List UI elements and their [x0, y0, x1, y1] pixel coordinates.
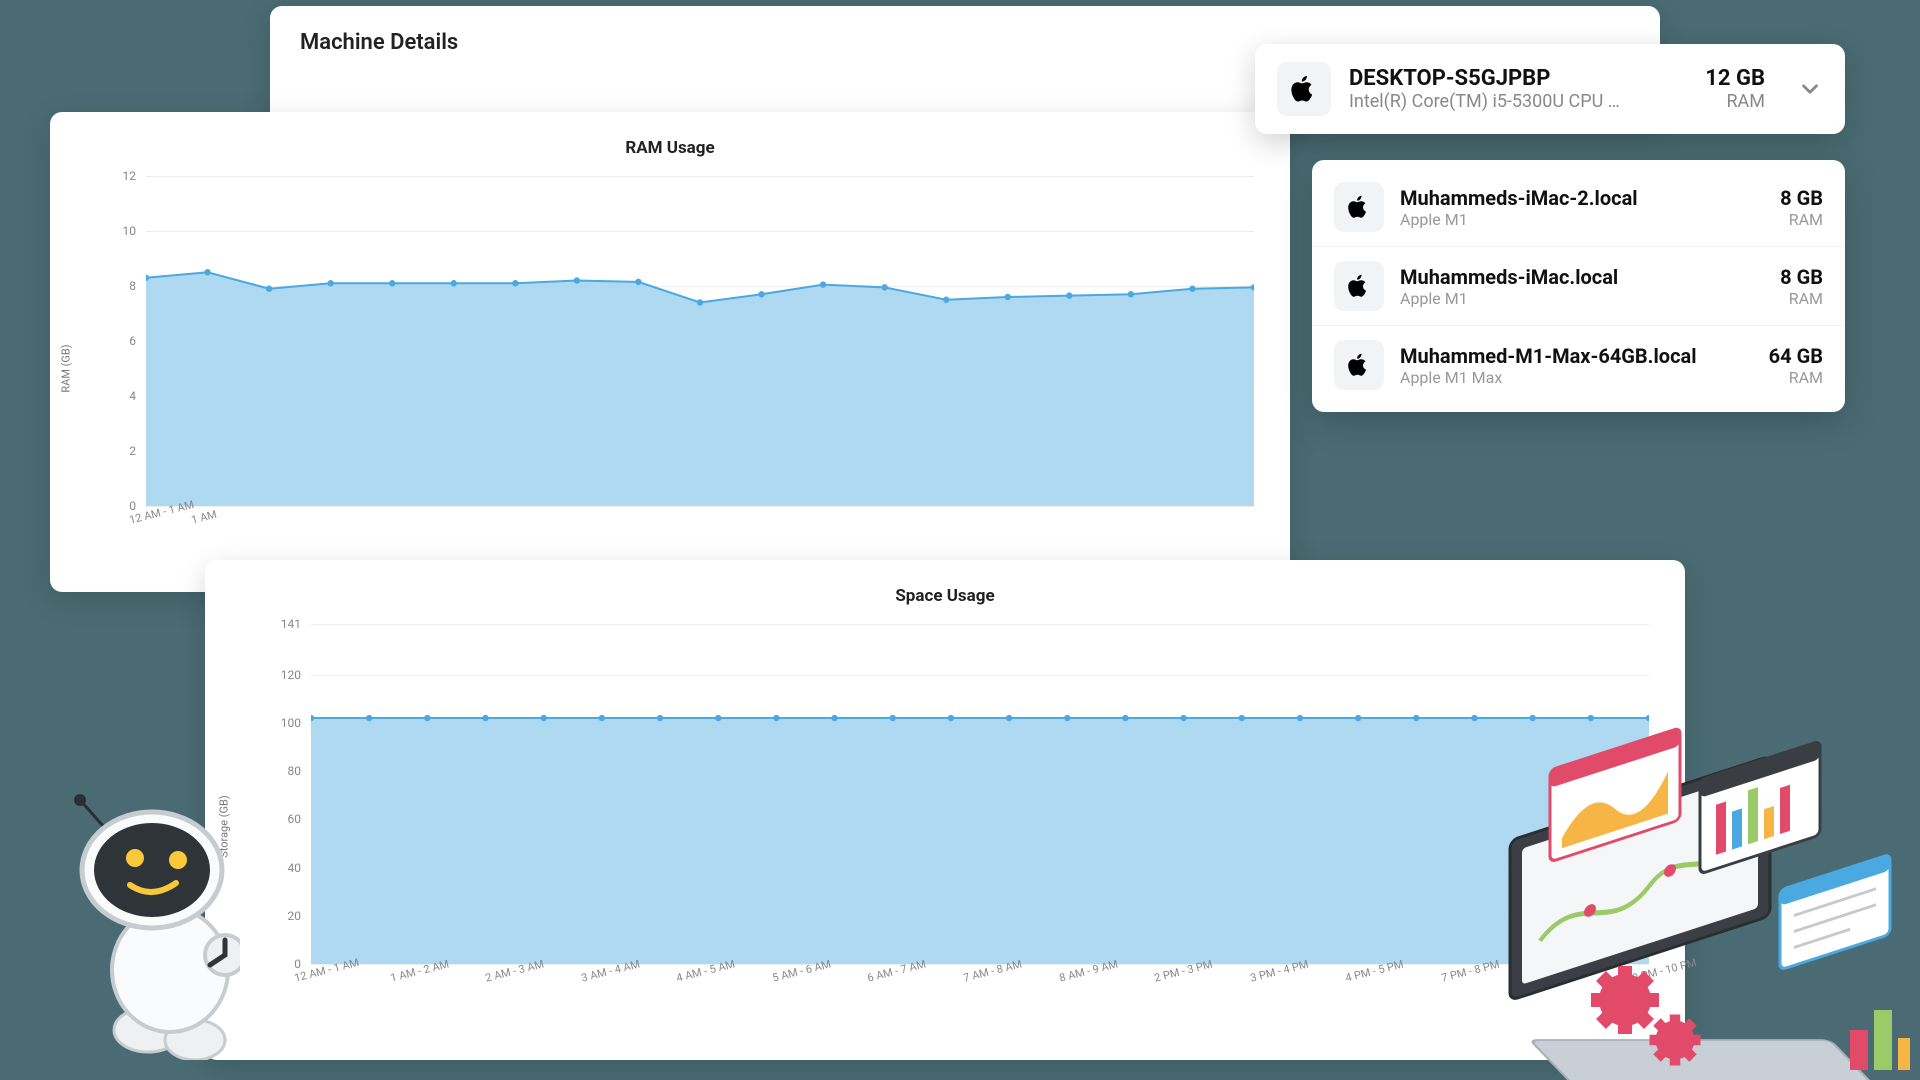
machine-list-item-ram-value: 8 GB	[1780, 265, 1823, 289]
ram-chart-x-axis: 12 AM - 1 AM1 AM	[146, 506, 1254, 546]
os-icon-box	[1334, 182, 1384, 232]
os-icon-box	[1334, 261, 1384, 311]
machine-list-item-ram-value: 8 GB	[1780, 186, 1823, 210]
machine-list-item[interactable]: Muhammeds-iMac-2.localApple M1 8 GBRAM	[1312, 168, 1845, 247]
machine-list-item-ram-unit: RAM	[1780, 210, 1823, 229]
chart-svg	[311, 624, 1649, 964]
selected-machine-ram-unit: RAM	[1705, 91, 1765, 112]
space-chart: 020406080100120141	[311, 624, 1649, 964]
apple-icon	[1348, 273, 1370, 299]
ram-usage-card: RAM Usage RAM (GB) 024681012 12 AM - 1 A…	[50, 112, 1290, 592]
machine-dropdown-list[interactable]: Muhammeds-iMac-2.localApple M18 GBRAMMuh…	[1312, 160, 1845, 412]
laptop-stats-illustration	[1450, 710, 1910, 1080]
y-tick: 0	[271, 957, 301, 971]
y-tick: 6	[106, 334, 136, 348]
y-tick: 120	[271, 668, 301, 682]
machine-list-item-text: Muhammeds-iMac-2.localApple M1	[1400, 186, 1764, 229]
apple-icon	[1348, 352, 1370, 378]
machine-list-item-text: Muhammeds-iMac.localApple M1	[1400, 265, 1764, 308]
selected-machine-sub: Intel(R) Core(TM) i5-5300U CPU …	[1349, 91, 1649, 112]
y-tick: 12	[106, 169, 136, 183]
machine-list-item-ram: 8 GBRAM	[1780, 265, 1823, 308]
chart-svg	[146, 176, 1254, 506]
chevron-down-icon[interactable]	[1797, 76, 1823, 102]
y-tick: 40	[271, 861, 301, 875]
ram-chart: 024681012	[146, 176, 1254, 506]
machine-list-item-sub: Apple M1 Max	[1400, 368, 1753, 387]
selected-machine-ram-value: 12 GB	[1705, 66, 1765, 91]
y-tick: 4	[106, 389, 136, 403]
apple-icon	[1291, 74, 1317, 104]
y-tick: 80	[271, 764, 301, 778]
machine-list-item-ram: 64 GBRAM	[1769, 344, 1823, 387]
machine-list-item-sub: Apple M1	[1400, 289, 1764, 308]
machine-list-item-ram-unit: RAM	[1780, 289, 1823, 308]
os-icon-box	[1277, 62, 1331, 116]
machine-list-item-ram-value: 64 GB	[1769, 344, 1823, 368]
y-tick: 0	[106, 499, 136, 513]
machine-list-item[interactable]: Muhammed-M1-Max-64GB.localApple M1 Max 64…	[1312, 326, 1845, 404]
y-tick: 10	[106, 224, 136, 238]
machine-list-item-sub: Apple M1	[1400, 210, 1764, 229]
machine-list-item-name: Muhammed-M1-Max-64GB.local	[1400, 344, 1753, 368]
y-tick: 2	[106, 444, 136, 458]
machine-list-item-ram-unit: RAM	[1769, 368, 1823, 387]
ram-chart-title: RAM Usage	[86, 138, 1254, 158]
selected-machine-ram: 12 GB RAM	[1705, 66, 1765, 112]
y-tick: 20	[271, 909, 301, 923]
machine-list-item-ram: 8 GBRAM	[1780, 186, 1823, 229]
y-tick: 8	[106, 279, 136, 293]
machine-list-item-text: Muhammed-M1-Max-64GB.localApple M1 Max	[1400, 344, 1753, 387]
os-icon-box	[1334, 340, 1384, 390]
y-tick: 100	[271, 716, 301, 730]
ram-chart-y-label: RAM (GB)	[60, 344, 73, 392]
space-chart-title: Space Usage	[241, 586, 1649, 606]
selected-machine-text: DESKTOP-S5GJPBP Intel(R) Core(TM) i5-530…	[1349, 66, 1687, 112]
selected-machine-name: DESKTOP-S5GJPBP	[1349, 66, 1687, 91]
machine-list-item-name: Muhammeds-iMac.local	[1400, 265, 1764, 289]
machine-list-item-name: Muhammeds-iMac-2.local	[1400, 186, 1764, 210]
y-tick: 141	[271, 617, 301, 631]
y-tick: 60	[271, 812, 301, 826]
machine-list-item[interactable]: Muhammeds-iMac.localApple M1 8 GBRAM	[1312, 247, 1845, 326]
machine-selector[interactable]: DESKTOP-S5GJPBP Intel(R) Core(TM) i5-530…	[1255, 44, 1845, 134]
robot-illustration	[30, 740, 240, 1060]
apple-icon	[1348, 194, 1370, 220]
space-chart-x-axis: 12 AM - 1 AM1 AM - 2 AM2 AM - 3 AM3 AM -…	[311, 964, 1649, 1024]
